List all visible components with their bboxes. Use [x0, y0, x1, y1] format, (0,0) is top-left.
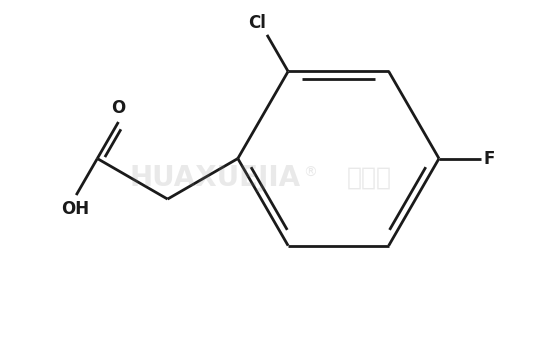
- Text: O: O: [111, 99, 125, 117]
- Text: ®: ®: [304, 166, 318, 180]
- Text: F: F: [484, 150, 495, 168]
- Text: Cl: Cl: [248, 14, 266, 32]
- Text: OH: OH: [61, 200, 89, 218]
- Text: HUAXUEJIA: HUAXUEJIA: [129, 164, 300, 192]
- Text: 化学加: 化学加: [346, 166, 391, 190]
